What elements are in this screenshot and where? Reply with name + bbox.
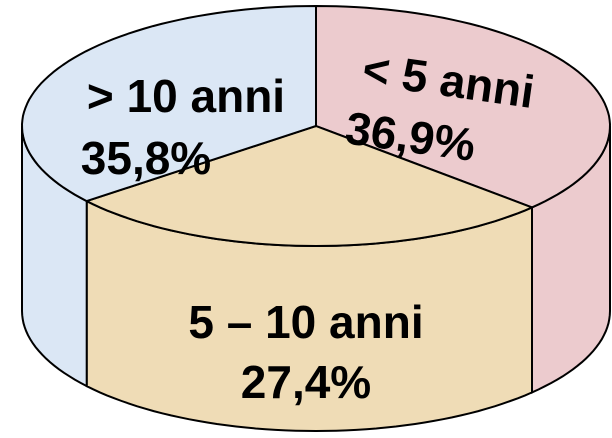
pie-slice bbox=[21, 5, 317, 203]
slice-label: 5 – 10 anni bbox=[188, 296, 423, 348]
pie-slice bbox=[85, 125, 533, 247]
value-label: 35,8% bbox=[81, 132, 211, 184]
pie-slice bbox=[315, 5, 611, 209]
value-label: 27,4% bbox=[241, 356, 371, 408]
slice-label: > 10 anni bbox=[87, 70, 285, 122]
